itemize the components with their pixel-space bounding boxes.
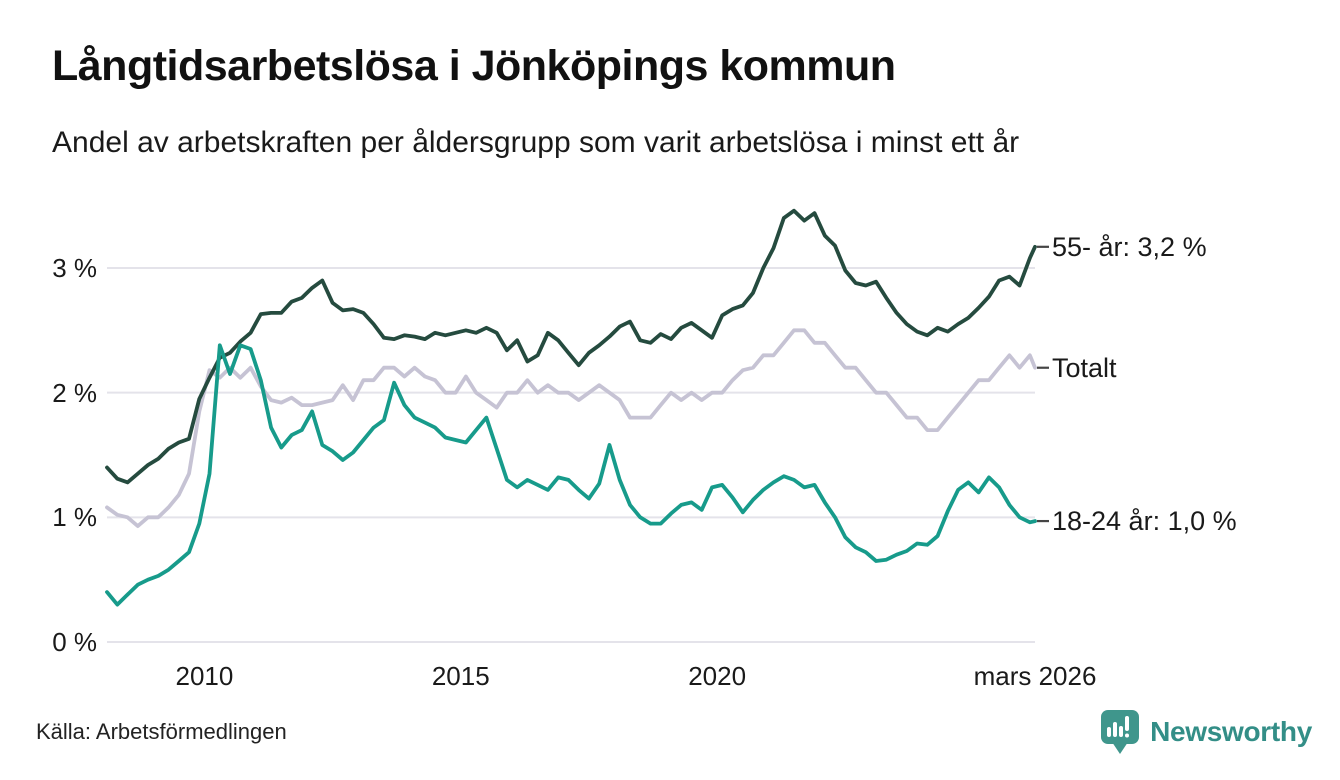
y-axis-tick-label: 1 %: [52, 502, 97, 533]
x-axis-tick-label: 2015: [431, 661, 490, 691]
y-axis-tick-label: 0 %: [52, 627, 97, 657]
series-line-Totalt: [105, 328, 1037, 528]
newsworthy-wordmark: Newsworthy: [1150, 716, 1312, 747]
newsworthy-brand: Newsworthy: [1099, 708, 1312, 756]
y-axis-tick-label: 2 %: [52, 377, 97, 408]
series-end-label-55: 55- år: 3,2 %: [1052, 231, 1207, 262]
page-subtitle: Andel av arbetskraften per åldersgrupp s…: [52, 126, 1020, 159]
series-end-label-total: Totalt: [1052, 352, 1117, 383]
x-axis-tick-label: mars 2026: [973, 661, 1097, 691]
y-axis-tick-label: 3 %: [52, 253, 97, 283]
x-axis-tick-label: 2020: [688, 661, 747, 691]
series-line-55- år: [105, 208, 1037, 485]
page-title: Långtidsarbetslösa i Jönköpings kommun: [52, 42, 896, 90]
x-axis-tick-label: 2010: [175, 661, 234, 691]
series-line-18-24 år: [105, 343, 1037, 607]
newsworthy-logo-icon: [1101, 710, 1140, 754]
source-note: Källa: Arbetsförmedlingen: [36, 719, 287, 744]
series-end-label-18-24: 18-24 år: 1,0 %: [1052, 506, 1237, 537]
